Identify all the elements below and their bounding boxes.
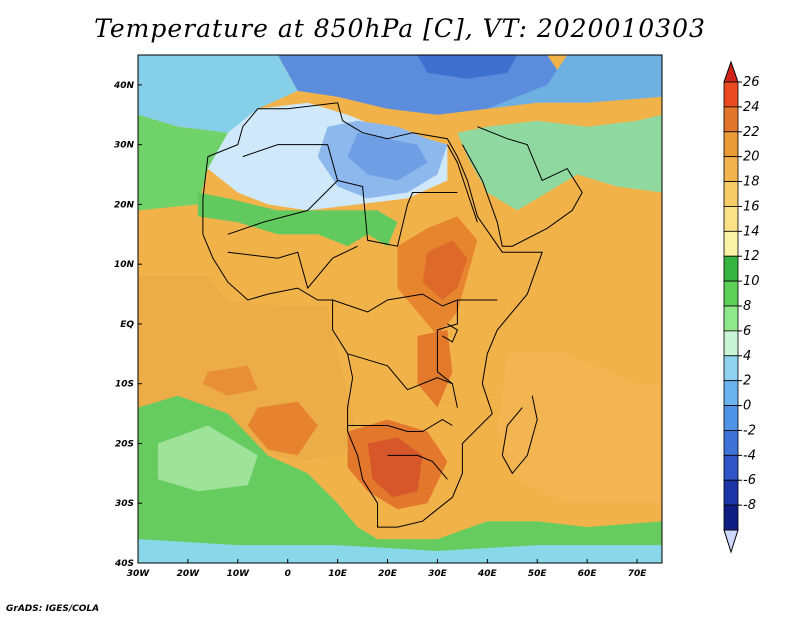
x-tick-label: 40E <box>477 569 498 579</box>
border-madagascar <box>501 395 538 475</box>
colorbar-swatch <box>723 504 739 531</box>
border-africa-coast <box>202 102 543 528</box>
region-middle-east-cold <box>487 55 662 109</box>
region-atlantic-hot-patch <box>247 401 318 456</box>
colorbar-label: 8 <box>743 299 751 314</box>
colorbar-label: -4 <box>743 448 756 463</box>
y-tick-label: 30N <box>114 141 135 151</box>
x-tick-label: 50E <box>528 569 548 579</box>
y-tick-label: 20S <box>115 439 134 449</box>
x-tick-label: 30W <box>127 569 151 579</box>
colorbar-swatch <box>723 156 739 182</box>
region-east-africa-core <box>422 240 468 300</box>
colorbar-label: 14 <box>743 224 760 239</box>
colorbar-label: -8 <box>743 498 756 513</box>
temperature-fields <box>138 55 662 563</box>
border-east-border <box>436 300 458 385</box>
x-tick-label: 0 <box>285 569 291 579</box>
region-south-atlantic-green <box>138 395 662 563</box>
colorbar-swatch <box>723 479 739 506</box>
y-tick-label: 30S <box>115 499 134 509</box>
colorbar-label: 20 <box>743 150 760 165</box>
colorbar-swatch <box>723 380 739 406</box>
map-frame <box>137 54 663 564</box>
region-north-atlantic-cool <box>138 55 298 133</box>
y-tick-label: 40N <box>113 81 135 91</box>
border-south-border-3 <box>387 454 448 480</box>
colorbar-swatch <box>723 405 739 431</box>
border-south-border-2 <box>347 419 453 432</box>
colorbar-label: 2 <box>743 374 751 389</box>
colorbar-swatch <box>723 181 739 207</box>
y-tick-label: 10N <box>114 260 135 270</box>
colorbar-swatch <box>723 106 739 133</box>
y-tick-label: 20N <box>114 200 135 210</box>
y-tick-label: EQ <box>120 320 134 330</box>
colorbar-label: 16 <box>743 199 760 214</box>
x-tick-label: 10E <box>328 569 348 579</box>
region-sahel-green <box>197 192 398 247</box>
x-tick-label: 30E <box>428 569 448 579</box>
country-borders <box>202 102 583 528</box>
colorbar-swatch <box>723 81 739 108</box>
colorbar-label: 6 <box>743 324 751 339</box>
colorbar-swatch <box>723 355 739 382</box>
colorbar-swatch <box>723 280 739 307</box>
y-axis: 40N 30N 20N 10N EQ 10S 20S 30S 40S <box>113 81 142 569</box>
colorbar-label: 12 <box>743 249 760 264</box>
border-lake-victoria <box>442 323 459 343</box>
colorbar-swatch <box>723 454 739 481</box>
colorbar-label: -2 <box>743 423 756 438</box>
colorbar-label: 26 <box>743 75 760 90</box>
colorbar-label: 4 <box>743 349 751 364</box>
colorbar-swatch <box>723 330 739 357</box>
region-sahara-coldest <box>347 132 428 181</box>
colorbar-swatch <box>723 430 739 456</box>
border-red-sea-west <box>446 144 478 223</box>
x-tick-label: 20E <box>378 569 398 579</box>
colorbar-label: -6 <box>743 473 756 488</box>
border-west-border <box>227 245 358 290</box>
x-tick-label: 70E <box>628 569 648 579</box>
region-indian-ocean-warm <box>497 353 662 504</box>
region-atlantic-warm-patch <box>202 365 258 396</box>
x-tick-label: 20W <box>177 569 201 579</box>
border-central-border <box>332 293 498 313</box>
colorbar-top-arrow <box>723 60 739 83</box>
region-kalahari-core <box>367 437 423 498</box>
region-great-lakes-hot <box>417 329 453 408</box>
colorbar-label: 22 <box>743 125 760 140</box>
y-tick-label: 10S <box>115 380 134 390</box>
x-tick-label: 10W <box>227 569 251 579</box>
x-tick-label: 60E <box>578 569 598 579</box>
colorbar-swatch <box>723 255 739 282</box>
colorbar-label: 18 <box>743 175 760 190</box>
region-atlantic-green <box>138 114 228 211</box>
border-north-border-2 <box>337 180 458 247</box>
colorbar-swatch <box>723 230 739 257</box>
region-southern-ocean-cool <box>138 539 662 563</box>
colorbar-label: 10 <box>743 274 760 289</box>
colorbar-label: 24 <box>743 100 760 115</box>
colorbar-label: 0 <box>743 399 751 414</box>
colorbar-bottom-arrow <box>723 529 739 554</box>
border-arabia-coast <box>461 126 583 247</box>
grads-credit: GrADS: IGES/COLA <box>6 604 100 614</box>
region-south-atlantic-pale <box>158 425 258 492</box>
colorbar-swatch <box>723 206 739 232</box>
region-black-sea-cold <box>417 55 518 79</box>
colorbar-swatch <box>723 131 739 158</box>
colorbar-swatch <box>723 305 739 332</box>
map-title: Temperature at 850hPa [C], VT: 202001030… <box>94 14 706 43</box>
temperature-map <box>138 55 662 563</box>
x-axis: 30W 20W 10W 0 10E 20E 30E 40E 50E 60E 70E <box>127 559 647 579</box>
y-tick-label: 40S <box>114 559 134 569</box>
